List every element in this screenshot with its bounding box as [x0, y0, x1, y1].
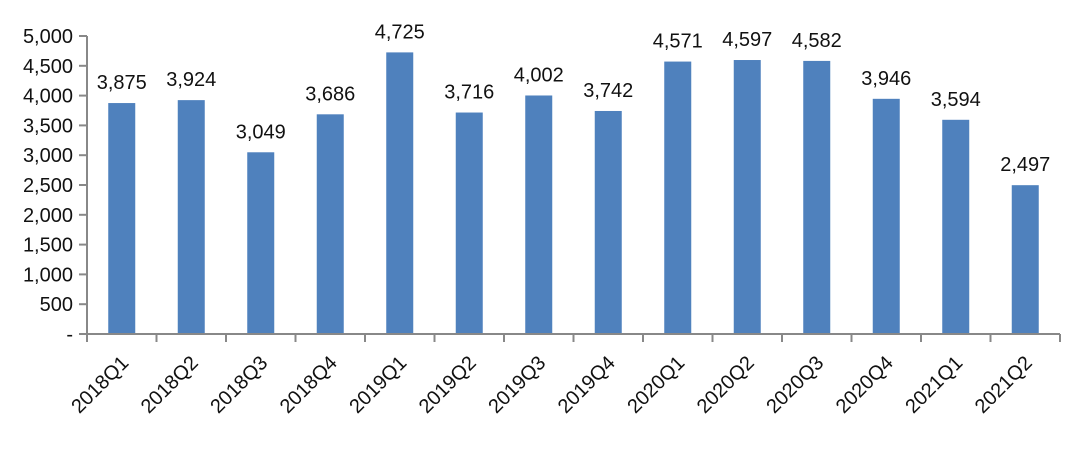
bar: [455, 112, 483, 334]
data-label: 4,571: [653, 31, 703, 53]
data-label: 3,742: [583, 80, 633, 102]
x-tick-label: 2021Q1: [901, 352, 967, 418]
x-tick-label: 2018Q1: [67, 352, 133, 418]
data-label: 3,049: [236, 121, 286, 143]
x-tick-label: 2019Q3: [484, 352, 550, 418]
x-tick-label: 2019Q1: [345, 352, 411, 418]
bar: [247, 152, 275, 334]
data-label: 3,716: [444, 82, 494, 104]
data-label: 2,497: [1000, 154, 1050, 176]
y-tick-label: 500: [40, 294, 73, 316]
bar: [525, 95, 553, 334]
bar: [316, 114, 344, 335]
data-label: 4,597: [722, 29, 772, 51]
x-tick-label: 2019Q4: [554, 352, 620, 418]
x-tick-label: 2020Q3: [762, 352, 828, 418]
y-tick-label: 1,500: [23, 235, 73, 257]
bar: [733, 60, 761, 334]
bar: [872, 98, 900, 335]
x-tick-label: 2019Q2: [415, 352, 481, 418]
y-tick-label: 2,000: [23, 205, 73, 227]
data-label: 3,594: [931, 89, 981, 111]
x-tick-label: 2018Q4: [276, 352, 342, 418]
x-tick-label: 2018Q2: [137, 352, 203, 418]
y-tick-label: 4,000: [23, 86, 73, 108]
x-tick-label: 2020Q1: [623, 352, 689, 418]
y-tick-label: 3,500: [23, 115, 73, 137]
bar: [177, 100, 205, 334]
data-label: 4,725: [375, 21, 425, 43]
data-label: 3,875: [97, 72, 147, 94]
y-tick-label: 2,500: [23, 175, 73, 197]
bar: [803, 60, 831, 334]
bar: [594, 110, 622, 334]
y-tick-label: 4,500: [23, 56, 73, 78]
bar: [942, 119, 970, 334]
bar: [664, 61, 692, 335]
data-label: 3,924: [166, 69, 216, 91]
bar: [108, 103, 136, 334]
y-tick-label: 3,000: [23, 145, 73, 167]
bar: [386, 52, 414, 334]
data-label: 3,686: [305, 83, 355, 105]
x-tick-label: 2018Q3: [206, 352, 272, 418]
y-tick-label: -: [66, 324, 73, 346]
x-tick-label: 2020Q2: [693, 352, 759, 418]
data-label: 3,946: [861, 68, 911, 90]
y-tick-label: 5,000: [23, 26, 73, 48]
x-tick-label: 2021Q2: [971, 352, 1037, 418]
data-label: 4,002: [514, 64, 564, 86]
data-label: 4,582: [792, 30, 842, 52]
y-tick-label: 1,000: [23, 264, 73, 286]
x-tick-label: 2020Q4: [832, 352, 898, 418]
bar: [1011, 185, 1039, 334]
